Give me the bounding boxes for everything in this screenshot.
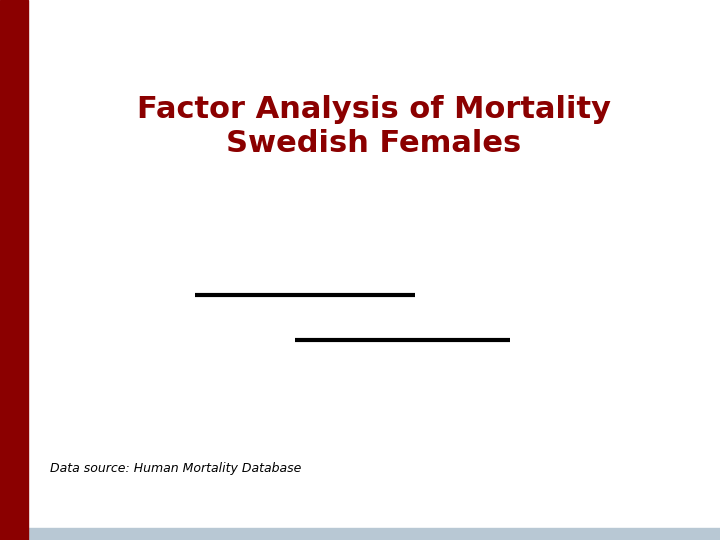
Text: Factor Analysis of Mortality
Swedish Females: Factor Analysis of Mortality Swedish Fem… <box>137 95 611 158</box>
Bar <box>0 528 720 540</box>
Text: Data source: Human Mortality Database: Data source: Human Mortality Database <box>50 462 302 475</box>
Bar <box>0 0 28 540</box>
